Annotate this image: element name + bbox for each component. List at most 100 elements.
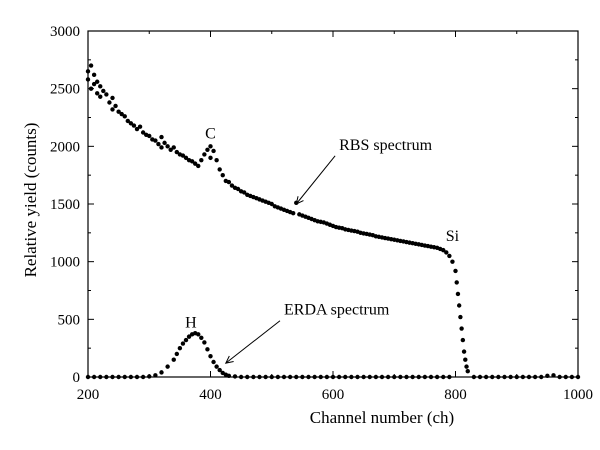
rbs-point [98, 94, 103, 99]
rbs-point [174, 149, 180, 155]
rbs-point [290, 211, 296, 216]
erda-point [398, 374, 403, 380]
rbs-point [159, 134, 164, 140]
x-tick-label: 400 [199, 387, 222, 403]
rbs-point [199, 157, 204, 163]
rbs-point [107, 100, 112, 105]
erda-point [98, 374, 103, 380]
erda-point [385, 374, 391, 380]
erda-point [343, 374, 348, 380]
erda-point [281, 374, 287, 380]
rbs-point [269, 201, 274, 207]
erda-point [551, 373, 556, 378]
annotation-arrow-head [224, 355, 234, 364]
rbs-point [168, 147, 173, 152]
erda-point [180, 341, 186, 346]
erda-point [563, 374, 568, 380]
x-tick-label: 200 [77, 387, 100, 403]
erda-point [575, 374, 581, 380]
y-axis-label: Relative yield (counts) [21, 123, 40, 278]
erda-point [205, 347, 210, 352]
erda-point [202, 340, 207, 345]
rbs-point [88, 63, 94, 68]
rbs-point [205, 147, 210, 152]
rbs-point [91, 72, 97, 78]
rbs-point [183, 155, 189, 161]
erda-point [318, 374, 323, 380]
rbs-point [156, 141, 161, 147]
rbs-point [459, 326, 464, 331]
rbs-point [85, 77, 91, 82]
erda-point [324, 374, 330, 380]
rbs-point [122, 114, 127, 119]
rbs-point [208, 144, 213, 149]
rbs-point [180, 153, 186, 158]
erda-point [349, 374, 354, 380]
erda-point [336, 374, 342, 380]
erda-point [85, 374, 91, 380]
erda-point [483, 374, 489, 380]
erda-point [238, 374, 244, 380]
erda-point [232, 374, 238, 379]
rbs-point [460, 337, 466, 343]
erda-point [294, 374, 299, 380]
erda-point [263, 374, 268, 380]
rbs-point [241, 190, 247, 195]
rbs-point [137, 124, 143, 129]
erda-point [361, 374, 366, 380]
erda-point [217, 367, 222, 373]
erda-point [165, 364, 170, 369]
rbs-point [453, 268, 458, 274]
erda-point [404, 374, 409, 380]
erda-point [545, 373, 550, 379]
erda-point [140, 374, 146, 380]
erda-point [367, 374, 372, 380]
erda-point [287, 374, 293, 380]
rbs-point [113, 103, 118, 109]
erda-point [441, 374, 446, 380]
rbs-point [110, 95, 115, 101]
rbs-point [202, 152, 207, 157]
rbs-point [104, 92, 109, 97]
erda-point [134, 374, 140, 380]
erda-point [174, 351, 180, 357]
erda-point [312, 374, 317, 380]
erda-point [379, 374, 385, 380]
rbs-point [217, 167, 222, 172]
erda-point [104, 374, 109, 380]
rbs-point [88, 86, 94, 91]
rbs-point [463, 357, 468, 362]
rbs-point [119, 111, 124, 117]
rbs-point [128, 121, 134, 126]
erda-point [159, 370, 164, 375]
erda-point [477, 374, 483, 380]
erda-point [177, 345, 183, 351]
rbs-point [464, 364, 469, 369]
rbs-point [214, 157, 219, 163]
erda-point [392, 374, 397, 380]
erda-point [147, 374, 152, 379]
axes-frame [87, 30, 579, 378]
erda-point [208, 354, 213, 359]
annotation-label: C [205, 125, 216, 142]
rbs-point [450, 259, 455, 264]
y-tick-label: 0 [73, 370, 81, 386]
rbs-point [458, 314, 463, 320]
annotation-label: H [185, 314, 197, 331]
rbs-point [226, 179, 232, 185]
rbs-point [447, 253, 452, 259]
rbs-point [134, 126, 140, 132]
erda-point [211, 359, 216, 365]
erda-point [434, 374, 440, 380]
erda-point [196, 332, 201, 337]
annotation-arrow-line [295, 155, 336, 205]
erda-point [330, 374, 336, 380]
y-tick-label: 2500 [50, 82, 80, 98]
erda-point [251, 374, 256, 380]
erda-point [199, 335, 204, 340]
rbs-point [444, 250, 449, 255]
erda-point [490, 374, 495, 380]
erda-point [520, 374, 526, 380]
annotations: C Si H RBS spectrum ERDA spectrum [185, 125, 460, 364]
